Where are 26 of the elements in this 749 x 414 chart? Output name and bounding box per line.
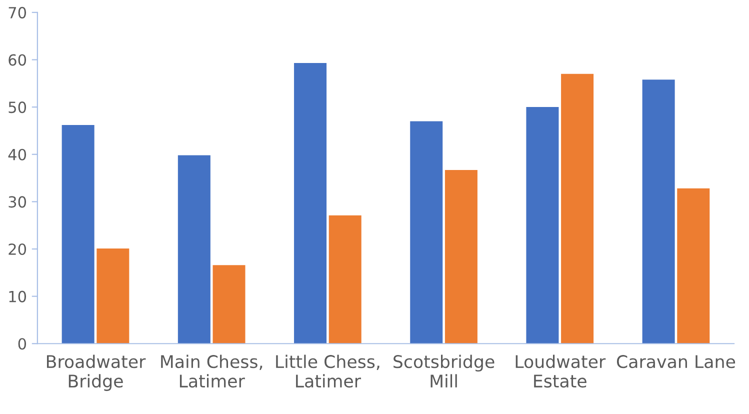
y-tick-label: 60 [8,54,26,66]
bar [294,63,327,344]
y-tick-label: 30 [8,196,26,208]
bar [444,170,478,344]
y-tick-label: 0 [18,338,26,350]
y-tick-label: 10 [9,290,26,302]
y-tick-label: 50 [8,102,26,114]
x-tick-label: Little Chess, Latimer [276,354,380,388]
bar [561,74,594,344]
x-tick-label: Loudwater Estate [516,354,606,388]
bar [677,188,710,344]
bar [526,107,559,344]
bar [410,121,443,344]
bar [62,125,94,344]
x-tick-label: Scotsbridge Mill [394,354,494,388]
x-tick-label: Main Chess, Latimer [161,354,262,388]
bar [212,265,246,344]
bar [96,248,130,344]
y-tick-label: 70 [8,6,26,18]
bar [328,215,362,344]
y-tick-label: 40 [8,148,26,160]
bar [178,155,210,344]
x-tick-label: Caravan Lane [616,355,736,368]
bar [642,80,675,344]
x-tick-label: Broadwater Bridge [47,354,146,391]
y-tick-label: 20 [8,243,26,256]
